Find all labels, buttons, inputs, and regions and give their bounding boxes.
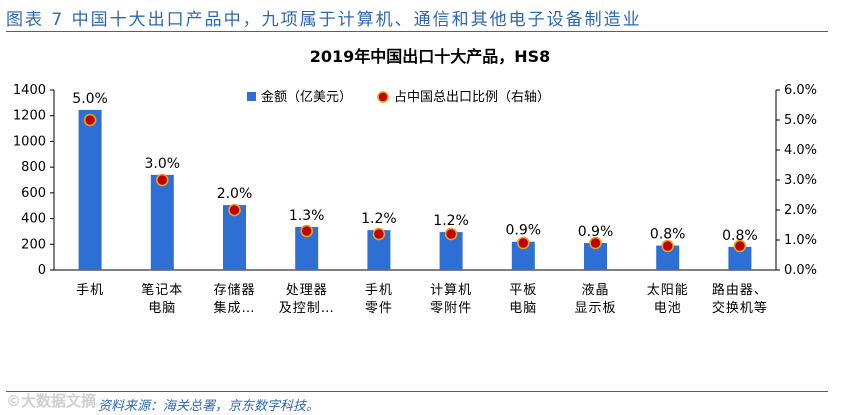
bar: [367, 230, 391, 270]
data-label: 1.2%: [433, 213, 469, 229]
right-tick-label: 1.0%: [784, 233, 817, 248]
x-tick-label: 及控制…: [279, 301, 335, 316]
x-tick-label: 手机: [76, 283, 104, 298]
legend-ratio-marker: [377, 91, 389, 103]
left-tick-label: 1000: [13, 134, 46, 149]
figure-caption: 图表 7 中国十大出口产品中，九项属于计算机、通信和其他电子设备制造业: [6, 10, 642, 30]
left-tick-label: 600: [21, 186, 46, 201]
bar: [511, 241, 535, 270]
left-tick-label: 0: [38, 263, 46, 278]
bar: [78, 109, 102, 270]
right-tick-label: 2.0%: [784, 203, 817, 218]
legend-bar-swatch: [247, 92, 256, 101]
left-tick-label: 400: [21, 212, 46, 227]
data-label: 1.3%: [289, 208, 325, 224]
data-label: 0.9%: [578, 224, 614, 240]
x-tick-label: 笔记本: [141, 282, 183, 298]
x-tick-label: 电脑: [509, 301, 537, 316]
right-tick-label: 5.0%: [784, 113, 817, 128]
chart-legend: 金额（亿美元） 占中国总出口比例（右轴）: [247, 89, 550, 105]
export-products-chart: 2019年中国出口十大产品，HS8 0 200 400 600 800 1000 1200 1…: [13, 47, 817, 316]
ratio-marker: [444, 227, 458, 241]
ratio-marker: [83, 113, 97, 127]
bar: [295, 226, 319, 270]
data-labels: 5.0% 3.0% 2.0% 1.3% 1.2% 1.2% 0.9% 0.9% 0.8% 0.8%: [72, 91, 757, 244]
right-tick-label: 4.0%: [784, 143, 817, 158]
bar: [150, 174, 174, 270]
x-tick-label: 存储器: [213, 283, 255, 298]
ratio-series: [83, 113, 747, 253]
x-tick-label: 计算机: [430, 283, 472, 298]
chart-axes: 0 200 400 600 800 1000 1200 1400 0.0% 1.0% 2.0% 3.0…: [13, 83, 817, 278]
data-label: 3.0%: [145, 156, 181, 172]
x-tick-label: 处理器: [286, 283, 328, 298]
right-tick-label: 0.0%: [784, 263, 817, 278]
watermark: ©大数据文摘: [6, 392, 97, 410]
x-tick-label: 电池: [654, 301, 682, 316]
legend-bar-label: 金额（亿美元）: [261, 89, 352, 105]
left-tick-label: 1200: [13, 109, 46, 124]
caption-rule: [6, 31, 828, 32]
x-tick-label: 太阳能: [647, 283, 689, 298]
x-tick-label: 路由器、: [712, 282, 768, 298]
data-label: 0.9%: [506, 223, 542, 239]
x-tick-label: 电脑: [148, 301, 176, 316]
ratio-marker: [661, 239, 675, 253]
data-label: 1.2%: [361, 211, 397, 227]
bar-series: [78, 109, 752, 270]
legend-ratio-label: 占中国总出口比例（右轴）: [394, 90, 550, 105]
x-tick-label: 平板: [509, 283, 537, 298]
ratio-marker: [516, 236, 530, 250]
x-tick-label: 手机: [365, 283, 393, 298]
source-note: 资料来源：海关总署，京东数字科技。: [98, 399, 320, 414]
x-tick-label: 显示板: [574, 301, 616, 316]
data-label: 0.8%: [650, 227, 686, 243]
chart-title: 2019年中国出口十大产品，HS8: [310, 47, 551, 66]
bar: [439, 232, 463, 270]
source-rule: [6, 391, 828, 392]
left-tick-label: 200: [21, 237, 46, 252]
ratio-marker: [300, 224, 314, 238]
x-tick-label: 零件: [365, 301, 393, 316]
ratio-marker: [372, 227, 386, 241]
x-tick-label: 交换机等: [712, 300, 768, 316]
left-tick-label: 1400: [13, 83, 46, 98]
right-tick-label: 3.0%: [784, 173, 817, 188]
ratio-marker: [589, 236, 602, 250]
data-label: 0.8%: [722, 228, 758, 244]
ratio-marker: [733, 239, 747, 253]
bar: [728, 246, 752, 270]
x-tick-label: 液晶: [581, 283, 609, 298]
bar: [584, 243, 607, 270]
bar: [656, 245, 680, 270]
ratio-marker: [156, 173, 169, 187]
x-tick-label: 零附件: [430, 301, 472, 316]
x-tick-label: 集成…: [213, 300, 255, 316]
bar: [223, 205, 246, 270]
data-label: 2.0%: [217, 186, 253, 202]
ratio-marker: [228, 203, 241, 217]
right-tick-label: 6.0%: [784, 83, 817, 98]
left-tick-label: 800: [21, 160, 46, 175]
data-label: 5.0%: [72, 91, 108, 107]
